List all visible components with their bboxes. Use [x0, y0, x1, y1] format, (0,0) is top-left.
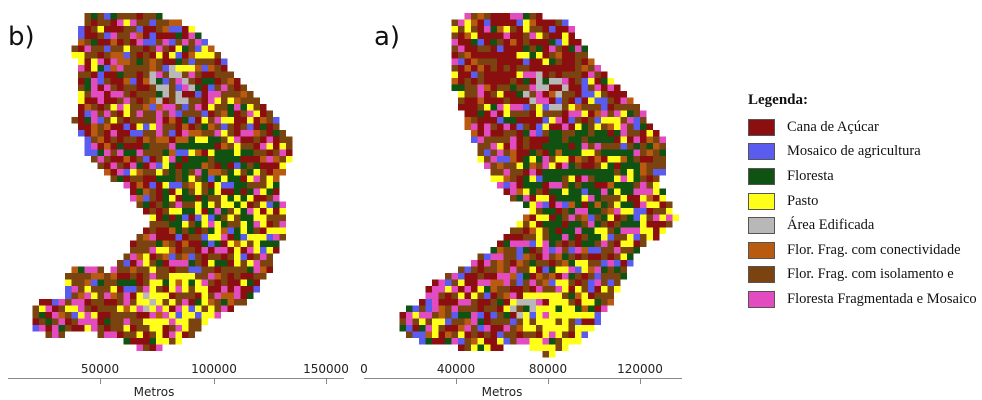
scale-tick-label: 50000	[80, 362, 120, 376]
legend-item: Área Edificada	[748, 213, 982, 238]
legend-swatch	[748, 192, 775, 210]
scale-tick-label: 120000	[617, 362, 663, 376]
legend-item: Pasto	[748, 189, 982, 214]
legend-label: Mosaico de agricultura	[787, 143, 921, 160]
panel-label-b: b)	[8, 22, 35, 52]
legend-swatch	[748, 290, 775, 308]
legend-swatch	[748, 118, 775, 136]
legend-item: Floresta	[748, 164, 982, 189]
legend-label: Floresta	[787, 167, 834, 184]
legend-title: Legenda:	[748, 92, 808, 108]
scale-tick-label: 100000	[191, 362, 237, 376]
scale-tick-label: 40000	[436, 362, 476, 376]
legend-label: Floresta Fragmentada e Mosaico	[787, 290, 977, 307]
legend: Legenda: Cana de Açúcar Mosaico de agricu…	[748, 92, 982, 312]
scale-tick-label: 150000	[303, 362, 349, 376]
legend-swatch	[748, 241, 775, 259]
scale-tick	[548, 378, 549, 384]
legend-swatch	[748, 266, 775, 284]
land-use-map-b	[32, 13, 293, 351]
scale-tick-label: 0	[360, 362, 368, 376]
land-use-map-a	[399, 13, 679, 358]
legend-item: Flor. Frag. com conectividade	[748, 238, 982, 263]
legend-label: Cana de Açúcar	[787, 118, 879, 135]
scale-tick	[640, 378, 641, 384]
panel-label-a: a)	[374, 22, 401, 52]
scale-tick	[456, 378, 457, 384]
scale-unit-label: Metros	[133, 385, 175, 399]
legend-item: Mosaico de agricultura	[748, 140, 982, 165]
scale-unit-label: Metros	[481, 385, 523, 399]
legend-label: Flor. Frag. com isolamento e	[787, 266, 954, 283]
legend-item: Cana de Açúcar	[748, 115, 982, 140]
legend-label: Flor. Frag. com conectividade	[787, 241, 961, 258]
legend-label: Pasto	[787, 192, 819, 209]
legend-swatch	[748, 167, 775, 185]
legend-item: Floresta Fragmentada e Mosaico	[748, 287, 982, 312]
scale-tick	[100, 378, 101, 384]
scale-tick	[326, 378, 327, 384]
legend-swatch	[748, 217, 775, 235]
legend-label: Área Edificada	[787, 217, 875, 234]
legend-item: Flor. Frag. com isolamento e	[748, 263, 982, 288]
legend-items: Cana de Açúcar Mosaico de agricultura Flor…	[748, 115, 982, 312]
scale-bar-a: 0 40000 80000 120000 Metros	[356, 362, 686, 400]
scale-tick	[214, 378, 215, 384]
legend-swatch	[748, 143, 775, 161]
scale-axis-line	[364, 378, 682, 379]
scale-tick-label: 80000	[528, 362, 568, 376]
scale-bar-b: 50000 100000 150000 Metros	[0, 362, 350, 400]
scale-axis-line	[8, 378, 344, 379]
